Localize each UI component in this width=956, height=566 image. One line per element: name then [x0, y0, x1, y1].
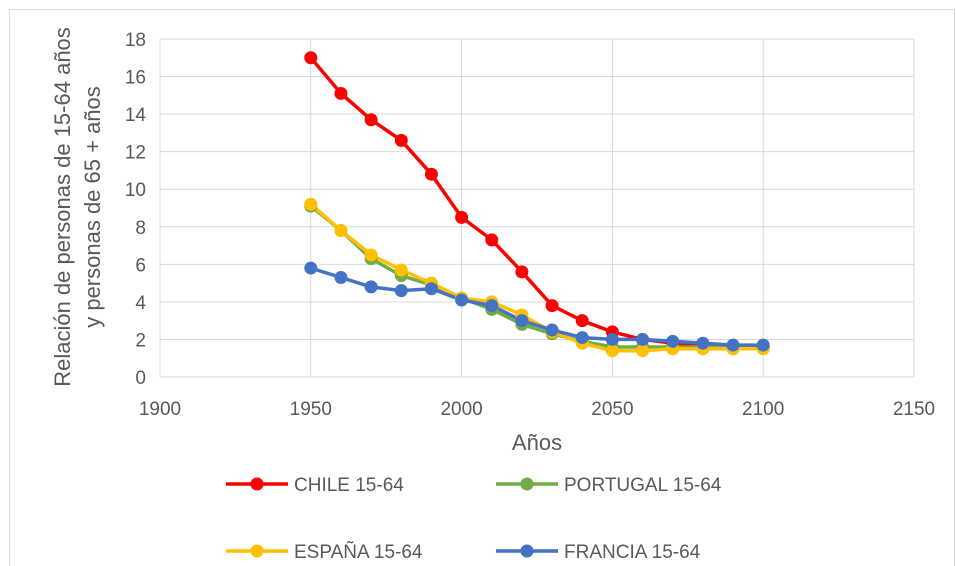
data-point-francia — [424, 282, 438, 296]
series-lines — [309, 56, 764, 353]
x-tick-label: 1900 — [139, 399, 181, 420]
x-axis-title: Años — [512, 430, 562, 455]
legend: CHILE 15-64 PORTUGAL 15-64 ESPAÑA 15-64 FRA… — [226, 475, 722, 563]
data-point-chile — [485, 233, 499, 247]
y-tick-label: 16 — [125, 68, 146, 89]
data-point-francia — [726, 338, 740, 352]
data-point-francia — [515, 314, 529, 328]
data-point-francia — [485, 299, 499, 313]
y-axis-title: Relación de personas de 15-64 años y per… — [50, 27, 105, 387]
data-point-francia — [304, 261, 318, 275]
legend-item-chile: CHILE 15-64 — [226, 475, 404, 496]
series-line-chile — [309, 56, 764, 349]
data-point-chile — [364, 113, 378, 127]
legend-item-francia: FRANCIA 15-64 — [496, 542, 701, 563]
series-points — [304, 51, 770, 358]
data-point-espana — [636, 344, 650, 358]
data-point-espana — [394, 263, 408, 277]
y-tick-label: 4 — [135, 293, 146, 314]
legend-item-portugal: PORTUGAL 15-64 — [496, 475, 722, 496]
x-axis-ticks: 1900 1950 2000 2050 2100 2150 — [139, 399, 935, 420]
x-tick-label: 2100 — [742, 399, 784, 420]
x-tick-label: 2150 — [893, 399, 935, 420]
series-line-portugal — [309, 204, 764, 349]
legend-swatch-marker — [250, 477, 264, 491]
data-point-chile — [545, 299, 559, 313]
y-axis-title-line-1: Relación de personas de 15-64 años — [50, 27, 75, 387]
y-tick-label: 0 — [135, 368, 146, 389]
series-line-francia — [310, 266, 764, 347]
data-point-francia — [455, 293, 469, 307]
data-point-francia — [364, 280, 378, 294]
data-point-chile — [394, 133, 408, 147]
y-tick-label: 14 — [125, 105, 147, 126]
data-point-espana — [605, 344, 619, 358]
data-point-francia — [636, 332, 650, 346]
data-point-francia — [666, 334, 680, 348]
legend-label: ESPAÑA 15-64 — [294, 541, 423, 563]
data-point-espana — [364, 248, 378, 262]
series-line-espana — [309, 202, 764, 353]
data-point-espana — [334, 224, 348, 238]
chart-border — [9, 9, 955, 566]
y-tick-label: 8 — [135, 218, 146, 239]
gridlines — [159, 38, 915, 378]
x-tick-label: 2000 — [440, 399, 482, 420]
x-tick-label: 2050 — [591, 399, 633, 420]
data-point-francia — [394, 284, 408, 298]
data-point-francia — [605, 332, 619, 346]
y-tick-label: 6 — [135, 255, 146, 276]
data-point-chile — [304, 51, 318, 65]
legend-label: FRANCIA 15-64 — [564, 542, 701, 563]
data-point-francia — [334, 270, 348, 284]
data-point-chile — [424, 167, 438, 181]
y-axis-ticks: 0 2 4 6 8 10 12 14 16 18 — [125, 30, 147, 389]
legend-item-espana: ESPAÑA 15-64 — [226, 541, 423, 563]
x-tick-label: 1950 — [290, 399, 332, 420]
y-tick-label: 2 — [135, 330, 146, 351]
legend-swatch-marker — [520, 544, 534, 558]
y-tick-label: 10 — [125, 180, 146, 201]
data-point-espana — [304, 197, 318, 211]
legend-label: CHILE 15-64 — [294, 475, 404, 496]
data-point-francia — [756, 338, 770, 352]
y-tick-label: 12 — [125, 143, 146, 164]
data-point-chile — [455, 210, 469, 224]
legend-swatch-marker — [250, 544, 264, 558]
data-point-chile — [334, 86, 348, 100]
legend-label: PORTUGAL 15-64 — [564, 475, 722, 496]
data-point-chile — [575, 314, 589, 328]
y-tick-label: 18 — [125, 30, 146, 51]
data-point-francia — [575, 331, 589, 345]
data-point-chile — [515, 265, 529, 279]
y-axis-title-line-2: y personas de 65 + años — [80, 86, 105, 328]
data-point-francia — [545, 323, 559, 337]
legend-swatch-marker — [520, 477, 534, 491]
data-point-francia — [696, 336, 710, 350]
